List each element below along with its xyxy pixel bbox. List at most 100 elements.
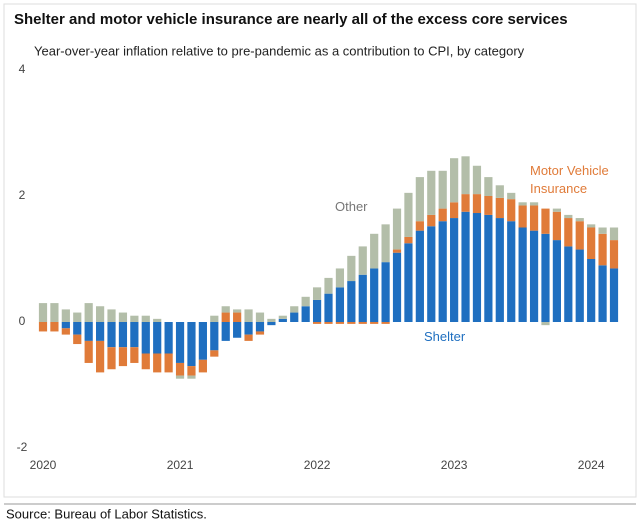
bar-segment xyxy=(210,350,219,357)
bar-segment xyxy=(335,268,345,288)
bar-segment xyxy=(370,268,379,322)
bar-segment xyxy=(484,196,493,215)
bar-segment xyxy=(84,322,93,341)
bar-segment xyxy=(96,340,105,373)
bar-segment xyxy=(575,249,584,322)
bar-segment xyxy=(598,227,607,234)
bar-segment xyxy=(415,230,424,322)
bar-segment xyxy=(107,309,116,322)
bar-segment xyxy=(244,309,253,322)
bar-segment xyxy=(427,214,436,227)
bar-segment xyxy=(324,277,333,294)
x-tick-label: 2024 xyxy=(578,458,605,472)
bar-segment xyxy=(267,318,276,322)
bar-segment xyxy=(404,192,413,237)
bar-segment xyxy=(461,194,470,212)
bar-segment xyxy=(404,243,413,322)
annotation: Motor Vehicle Insurance xyxy=(530,163,609,196)
x-tick-label: 2020 xyxy=(30,458,57,472)
y-tick-label: 0 xyxy=(19,314,26,328)
bar-segment xyxy=(609,268,619,322)
bar-segment xyxy=(529,230,539,322)
bar-segment xyxy=(552,240,561,322)
y-tick-label: 4 xyxy=(19,62,26,76)
bar-segment xyxy=(415,177,424,222)
chart-subtitle: Year-over-year inflation relative to pre… xyxy=(34,43,525,58)
bar-segment xyxy=(484,214,493,322)
bar-segment xyxy=(130,347,139,363)
bar-segment xyxy=(141,353,150,370)
bar-segment xyxy=(96,306,105,322)
bar-segment xyxy=(370,322,379,324)
bar-segment xyxy=(472,213,482,322)
bar-segment xyxy=(552,208,561,212)
x-tick-label: 2021 xyxy=(167,458,194,472)
bar-segment xyxy=(61,328,70,335)
x-tick-label: 2022 xyxy=(304,458,331,472)
bar-segment xyxy=(404,236,413,244)
bar-segment xyxy=(438,221,447,322)
y-tick-label: 2 xyxy=(19,188,26,202)
bar-segment xyxy=(290,306,299,313)
bar-segment xyxy=(175,362,185,376)
bar-segment xyxy=(210,315,219,322)
bar-segment xyxy=(587,227,596,259)
bar-segment xyxy=(130,322,139,348)
frame xyxy=(3,3,637,498)
bar-segment xyxy=(381,322,390,324)
bar-segment xyxy=(255,312,265,322)
bar-segment xyxy=(312,299,322,322)
bar-segment xyxy=(392,252,402,322)
bar-segment xyxy=(564,246,573,322)
bar-segment xyxy=(484,177,493,196)
bar-segment xyxy=(50,322,59,332)
bar-segment xyxy=(495,218,504,322)
bar-segment xyxy=(529,205,539,231)
bar-segment xyxy=(312,322,322,324)
bar-segment xyxy=(335,322,345,324)
bar-segment xyxy=(575,221,584,250)
bar-segment xyxy=(107,322,116,348)
y-tick-label: -2 xyxy=(17,440,28,454)
source: Source: Bureau of Labor Statistics. xyxy=(6,506,207,521)
bar-segment xyxy=(587,224,596,228)
bar-segment xyxy=(118,322,128,348)
bar-segment xyxy=(187,322,196,367)
annotation: Shelter xyxy=(424,329,466,344)
bar-segment xyxy=(392,249,402,253)
bar-segment xyxy=(153,322,162,354)
bar-segment xyxy=(301,296,310,307)
bar-segment xyxy=(61,322,70,329)
bar-segment xyxy=(96,322,105,341)
bar-segment xyxy=(347,281,356,322)
bar-segment xyxy=(335,287,345,322)
bar-segment xyxy=(175,375,185,379)
bar-segment xyxy=(324,322,333,324)
bar-segment xyxy=(598,233,607,266)
bar-segment xyxy=(244,322,253,335)
bar-segment xyxy=(198,322,207,360)
bar-segment xyxy=(164,322,173,354)
bar-segment xyxy=(61,309,70,322)
bar-segment xyxy=(130,315,139,322)
bar-segment xyxy=(301,306,310,322)
bar-segment xyxy=(210,322,219,351)
bar-segment xyxy=(164,353,173,373)
bar-segment xyxy=(221,306,230,313)
x-tick-label: 2023 xyxy=(441,458,468,472)
bar-segment xyxy=(541,233,550,322)
bar-segment xyxy=(450,202,459,219)
bar-segment xyxy=(564,214,573,219)
bar-segment xyxy=(324,293,333,322)
bar-segment xyxy=(358,246,367,275)
bar-segment xyxy=(358,274,367,322)
bar-segment xyxy=(118,347,128,367)
bar-segment xyxy=(450,158,459,203)
chart-title: Shelter and motor vehicle insurance are … xyxy=(14,11,568,28)
bar-segment xyxy=(472,194,482,214)
bar-segment xyxy=(541,208,550,234)
bar-segment xyxy=(427,226,436,322)
bar-segment xyxy=(438,208,447,222)
bar-segment xyxy=(427,170,436,215)
